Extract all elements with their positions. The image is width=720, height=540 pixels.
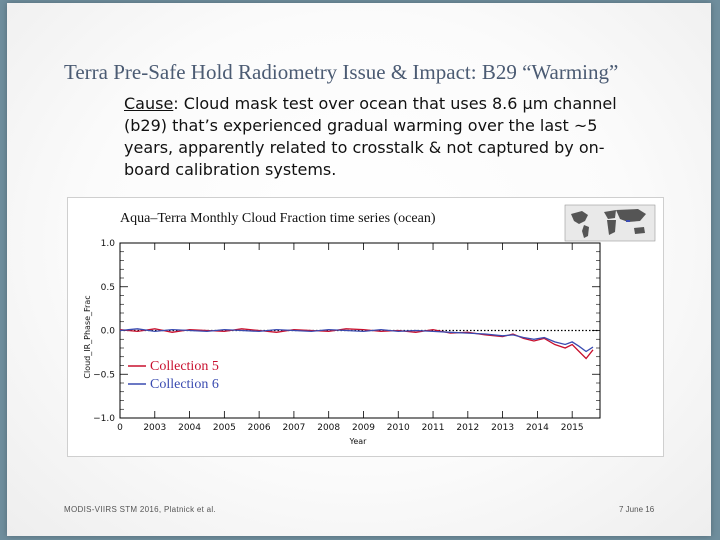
series-line-6 bbox=[119, 328, 594, 353]
y-axis-tick-labels: 1.0 0.5 0.0 −0.5 −1.0 bbox=[93, 239, 115, 424]
y-tick-label: 1.0 bbox=[101, 239, 116, 249]
x-tick-label: 2011 bbox=[422, 423, 445, 433]
x-tick-label: 2015 bbox=[561, 423, 584, 433]
x-tick-label: 2006 bbox=[248, 423, 271, 433]
y-tick-label: 0.0 bbox=[101, 327, 116, 337]
cause-text: : Cloud mask test over ocean that uses 8… bbox=[124, 94, 617, 179]
series-layer bbox=[119, 328, 600, 360]
x-tick-label: 2005 bbox=[213, 423, 236, 433]
x-tick-label: 2012 bbox=[456, 423, 479, 433]
footer-date: 7 June 16 bbox=[619, 505, 655, 514]
slide: Terra Pre-Safe Hold Radiometry Issue & I… bbox=[7, 3, 711, 536]
world-map-icon bbox=[564, 204, 656, 242]
legend-label: Collection 5 bbox=[150, 359, 219, 374]
x-tick-label: 0 bbox=[117, 423, 123, 433]
cause-label: Cause bbox=[124, 94, 174, 113]
series-line-5 bbox=[119, 328, 594, 360]
chart-title: Aqua–Terra Monthly Cloud Fraction time s… bbox=[120, 211, 436, 226]
x-tick-label: 2013 bbox=[491, 423, 514, 433]
x-tick-label: 2014 bbox=[526, 423, 549, 433]
chart-frame: Aqua–Terra Monthly Cloud Fraction time s… bbox=[67, 197, 664, 457]
y-axis-title: Cloud_IR_Phase_Frac bbox=[83, 295, 92, 378]
footer-citation: MODIS-VIIRS STM 2016, Platnick et al. bbox=[64, 505, 217, 514]
cause-paragraph: Cause: Cloud mask test over ocean that u… bbox=[124, 93, 624, 181]
y-tick-label: 0.5 bbox=[101, 283, 115, 293]
x-tick-label: 2008 bbox=[317, 423, 340, 433]
x-tick-label: 2009 bbox=[352, 423, 375, 433]
slide-title: Terra Pre-Safe Hold Radiometry Issue & I… bbox=[64, 60, 619, 84]
cloud-fraction-chart: Aqua–Terra Monthly Cloud Fraction time s… bbox=[83, 204, 656, 446]
x-tick-label: 2003 bbox=[143, 423, 166, 433]
x-axis-tick-labels: 0 2003 2004 2005 2006 2007 2008 2009 2010 2011 201… bbox=[117, 423, 583, 433]
x-tick-label: 2004 bbox=[178, 423, 201, 433]
y-tick-label: −0.5 bbox=[93, 370, 115, 380]
x-axis-title: Year bbox=[349, 437, 368, 446]
y-tick-label: −1.0 bbox=[93, 414, 115, 424]
legend-label: Collection 6 bbox=[150, 377, 219, 392]
legend: Collection 5 Collection 6 bbox=[128, 359, 219, 392]
x-tick-label: 2010 bbox=[387, 423, 410, 433]
x-tick-label: 2007 bbox=[282, 423, 305, 433]
